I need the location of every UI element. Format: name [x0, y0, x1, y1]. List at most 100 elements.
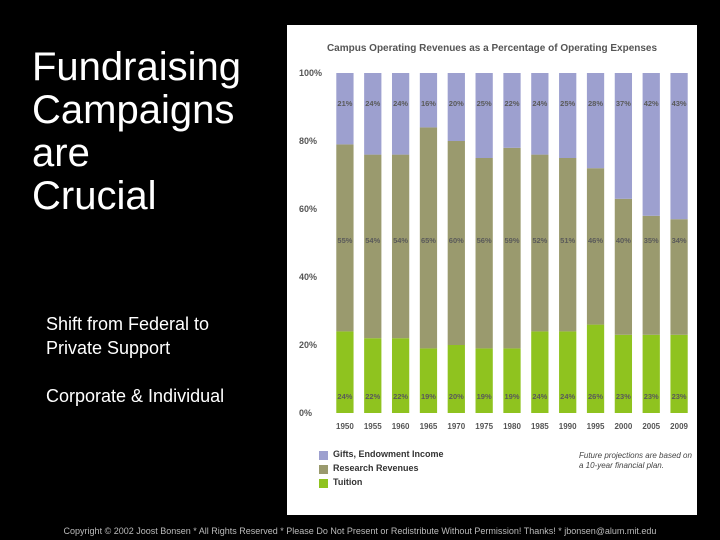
- bar-segment: [336, 144, 354, 332]
- bar-segment: [419, 348, 438, 413]
- data-label: 54%: [393, 236, 408, 245]
- bullet-corporate-individual: Corporate & Individual: [46, 386, 225, 406]
- data-label: 34%: [672, 236, 687, 245]
- bar-segment: [419, 73, 438, 128]
- data-label: 51%: [560, 236, 575, 245]
- x-tick-label: 1995: [587, 422, 605, 431]
- bar-segment: [475, 158, 493, 349]
- legend-label: Gifts, Endowment Income: [333, 449, 444, 459]
- data-label: 65%: [421, 236, 436, 245]
- bar-segment: [531, 73, 549, 155]
- x-tick-label: 1990: [559, 422, 577, 431]
- bar-segment: [336, 331, 354, 413]
- data-label: 19%: [421, 392, 436, 401]
- bar-segment: [503, 348, 521, 413]
- y-tick-label: 60%: [299, 204, 317, 214]
- bar-segment: [614, 334, 633, 413]
- legend-label: Research Revenues: [333, 463, 419, 473]
- slide-title: Fundraising Campaigns are Crucial: [32, 46, 282, 218]
- data-label: 59%: [504, 236, 519, 245]
- bar-segment: [559, 158, 577, 332]
- x-tick-label: 2009: [670, 422, 688, 431]
- data-label: 25%: [477, 99, 492, 108]
- data-label: 22%: [504, 99, 519, 108]
- bar-segment: [586, 168, 605, 325]
- data-label: 22%: [393, 392, 408, 401]
- data-label: 40%: [616, 236, 631, 245]
- bar-segment: [391, 338, 410, 413]
- bar-segment: [391, 73, 410, 155]
- slide-title-line: are: [32, 131, 90, 175]
- bar-segment: [503, 147, 521, 349]
- y-tick-label: 0%: [299, 408, 312, 418]
- bar-segment: [642, 215, 660, 335]
- bar-segment: [391, 154, 410, 339]
- x-tick-label: 1960: [392, 422, 410, 431]
- bar-segment: [531, 154, 549, 332]
- bar-segment: [364, 73, 382, 155]
- data-label: 60%: [449, 236, 464, 245]
- data-label: 16%: [421, 99, 436, 108]
- x-tick-label: 1985: [531, 422, 549, 431]
- bar-segment: [559, 73, 577, 158]
- legend-swatch-tuition: [319, 479, 328, 488]
- bar-segment: [364, 154, 382, 339]
- x-tick-label: 1970: [447, 422, 465, 431]
- x-tick-label: 1950: [336, 422, 354, 431]
- data-label: 24%: [337, 392, 352, 401]
- bar-segment: [670, 219, 688, 335]
- bar-segment: [419, 127, 438, 349]
- x-tick-label: 1980: [503, 422, 521, 431]
- x-tick-label: 1965: [420, 422, 438, 431]
- y-tick-label: 80%: [299, 136, 317, 146]
- legend-swatch-gifts: [319, 451, 328, 460]
- bar-segment: [670, 73, 688, 220]
- data-label: 28%: [588, 99, 603, 108]
- y-tick-label: 20%: [299, 340, 317, 350]
- y-tick-label: 40%: [299, 272, 317, 282]
- data-label: 24%: [393, 99, 408, 108]
- chart-note: Future projections are based on a 10-yea…: [579, 451, 692, 470]
- data-label: 20%: [449, 99, 464, 108]
- data-label: 24%: [532, 99, 547, 108]
- bar-segment: [503, 73, 521, 148]
- data-label: 25%: [560, 99, 575, 108]
- bar-segment: [614, 73, 633, 199]
- bar-segment: [559, 331, 577, 413]
- bar-segment: [614, 198, 633, 335]
- legend-label: Tuition: [333, 477, 363, 487]
- data-label: 35%: [644, 236, 659, 245]
- data-label: 55%: [337, 236, 352, 245]
- stacked-bar-chart: 0% 20% 40% 60% 80% 100% 1950 1955 1960 1965 1970 19…: [299, 68, 689, 431]
- data-label: 37%: [616, 99, 631, 108]
- bar-segment: [586, 324, 605, 413]
- data-label: 24%: [532, 392, 547, 401]
- data-label: 23%: [644, 392, 659, 401]
- data-label: 19%: [504, 392, 519, 401]
- data-label: 20%: [449, 392, 464, 401]
- bar-segment: [475, 73, 493, 158]
- legend-swatch-research: [319, 465, 328, 474]
- bar-segment: [447, 73, 465, 141]
- bar-segment: [642, 73, 660, 216]
- data-label: 42%: [644, 99, 659, 108]
- slide-title-line: Fundraising: [32, 45, 242, 89]
- data-label: 46%: [588, 236, 603, 245]
- data-label: 24%: [365, 99, 380, 108]
- data-label: 24%: [560, 392, 575, 401]
- data-label: 22%: [365, 392, 380, 401]
- data-label: 52%: [532, 236, 547, 245]
- slide-title-line: Campaigns: [32, 88, 235, 132]
- chart-panel: Campus Operating Revenues as a Percentag…: [287, 25, 697, 515]
- bullet-federal-to-private: Shift from Federal to Private Support: [46, 314, 210, 358]
- data-label: 21%: [337, 99, 352, 108]
- data-label: 56%: [477, 236, 492, 245]
- data-label: 43%: [672, 99, 687, 108]
- bar-segment: [670, 334, 688, 413]
- data-label: 19%: [477, 392, 492, 401]
- x-tick-label: 1955: [364, 422, 382, 431]
- x-tick-label: 2005: [642, 422, 660, 431]
- bar-segment: [475, 348, 493, 413]
- data-label: 54%: [365, 236, 380, 245]
- bar-segment: [364, 338, 382, 413]
